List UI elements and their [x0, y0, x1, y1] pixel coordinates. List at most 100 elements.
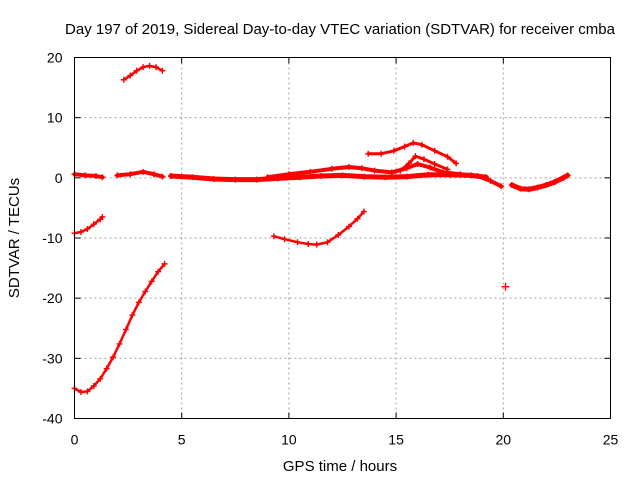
series-point: [345, 223, 352, 230]
series-point: [99, 174, 106, 181]
series-point: [390, 147, 397, 154]
series-point: [318, 173, 325, 180]
series-point: [97, 375, 104, 382]
series-point: [90, 383, 97, 390]
y-tick-label: -10: [42, 230, 62, 246]
series-arc-g: [168, 172, 489, 183]
series-point: [498, 183, 505, 190]
series-point: [140, 64, 147, 71]
series-point: [148, 278, 155, 285]
y-tick-label: 0: [55, 170, 63, 186]
series-point: [431, 147, 438, 154]
x-tick-label: 10: [281, 432, 297, 448]
series-point: [270, 233, 277, 240]
series-point: [420, 156, 427, 163]
series-point: [285, 171, 292, 178]
series-point: [161, 260, 168, 267]
series-point: [444, 166, 451, 173]
y-tick-label: -40: [42, 411, 62, 427]
y-tick-label: -30: [42, 350, 62, 366]
series-point: [324, 239, 331, 246]
series-point: [360, 173, 367, 180]
series-point: [345, 164, 352, 171]
y-tick-label: 20: [47, 50, 63, 66]
series-point: [84, 388, 91, 395]
series-point: [365, 150, 372, 157]
x-axis-label: GPS time / hours: [283, 458, 397, 475]
series-point: [388, 169, 395, 176]
series-point: [534, 184, 541, 191]
x-tick-label: 0: [71, 432, 79, 448]
series-point: [403, 173, 410, 180]
series-point: [307, 168, 314, 175]
x-tick-label: 20: [496, 432, 512, 448]
series-point: [210, 176, 217, 183]
series-point: [564, 172, 571, 179]
series-point: [560, 174, 567, 181]
series-point: [474, 173, 481, 180]
series-point: [135, 299, 142, 306]
series-point: [444, 153, 451, 160]
series-point: [167, 173, 174, 180]
axis-ticks: 0 5 10 15 20 25 -40 -30 -20 -10 0 10 20: [42, 50, 618, 448]
series-point: [313, 241, 320, 248]
series-point: [335, 231, 342, 238]
series-point: [142, 288, 149, 295]
series-point: [427, 164, 434, 171]
series-point: [412, 153, 419, 160]
series-point: [92, 173, 99, 180]
series-point: [232, 176, 239, 183]
series-point: [120, 76, 127, 83]
series-point: [418, 141, 425, 148]
series-point: [401, 143, 408, 150]
series-point: [354, 215, 361, 222]
series-point: [360, 208, 367, 215]
series-point: [77, 228, 84, 235]
series-point: [122, 326, 129, 333]
x-tick-label: 25: [603, 432, 619, 448]
chart-title: Day 197 of 2019, Sidereal Day-to-day VTE…: [65, 21, 616, 38]
series-point: [294, 239, 301, 246]
series-point: [508, 182, 515, 189]
series-point: [431, 160, 438, 167]
series-arc-d: [272, 210, 366, 246]
series-point: [264, 174, 271, 181]
series-point: [453, 160, 460, 167]
series-point: [140, 168, 147, 175]
series-point: [358, 165, 365, 172]
series-point: [517, 185, 524, 192]
series-point: [382, 174, 389, 181]
series-point: [159, 173, 166, 180]
series-point: [414, 160, 421, 167]
series-point: [328, 165, 335, 172]
series-point: [526, 186, 533, 193]
series-point: [440, 169, 447, 176]
series-point: [116, 340, 123, 347]
series-point: [146, 62, 153, 69]
series-point: [551, 179, 558, 186]
series-arc-e: [72, 172, 105, 180]
series-point: [371, 167, 378, 174]
y-tick-label: -20: [42, 290, 62, 306]
series-point: [152, 64, 159, 71]
y-tick-label: 10: [47, 110, 63, 126]
grid-lines: [74, 57, 611, 419]
series-point: [405, 160, 412, 167]
series-point: [77, 389, 84, 396]
series-point: [129, 312, 136, 319]
series-point: [189, 174, 196, 181]
series-point: [543, 182, 550, 189]
series-point: [457, 171, 464, 178]
series-point: [305, 241, 312, 248]
x-tick-label: 5: [178, 432, 186, 448]
series-point: [253, 176, 260, 183]
series-arc-j: [398, 154, 450, 173]
x-tick-label: 15: [388, 432, 404, 448]
series-point: [397, 167, 404, 174]
series-point: [155, 268, 162, 275]
series-point: [82, 172, 89, 179]
isolated-point: [501, 282, 510, 291]
series-point: [110, 354, 117, 361]
series-point: [281, 236, 288, 243]
